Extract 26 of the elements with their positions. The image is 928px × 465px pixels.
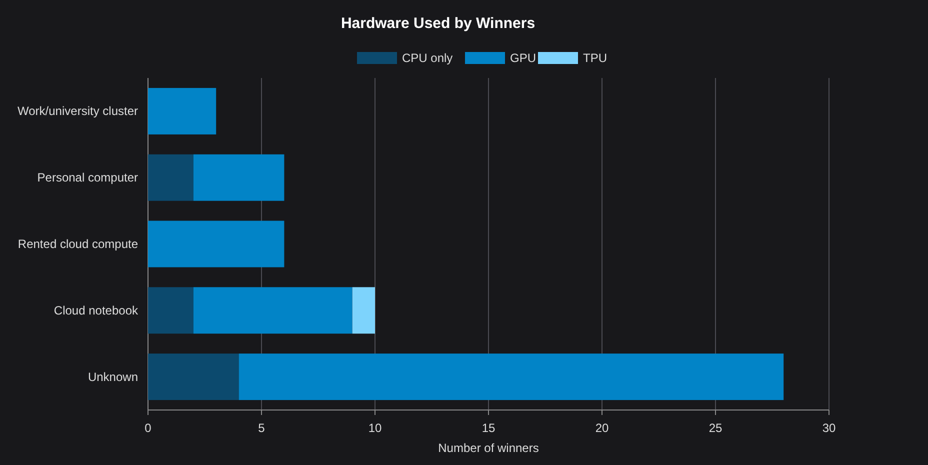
bar <box>148 88 216 134</box>
bar <box>193 287 352 334</box>
x-tick-label: 10 <box>368 421 382 435</box>
bar <box>352 287 375 334</box>
y-tick-label: Personal computer <box>37 170 138 185</box>
bar <box>148 220 284 268</box>
x-tick-label: 30 <box>822 421 836 435</box>
chart-title: Hardware Used by Winners <box>340 15 536 32</box>
legend-label: GPU <box>510 51 536 65</box>
legend-label: TPU <box>583 51 607 65</box>
bar <box>148 354 239 400</box>
y-tick-label: Work/university cluster <box>18 104 138 118</box>
y-tick-label: Unknown <box>88 370 138 384</box>
x-axis-title: Number of winners <box>438 441 539 455</box>
bar <box>238 354 784 400</box>
bar <box>148 154 194 201</box>
x-tick-label: 20 <box>595 421 609 435</box>
y-tick-label: Rented cloud compute <box>18 237 138 251</box>
y-tick-label: Cloud notebook <box>54 303 139 318</box>
x-tick-label: 5 <box>258 421 266 435</box>
x-tick-label: 15 <box>482 421 496 435</box>
legend-label: CPU only <box>402 51 453 65</box>
x-tick-label: 25 <box>708 421 722 435</box>
bar <box>193 154 284 201</box>
x-tick-label: 0 <box>144 421 152 435</box>
bar <box>148 287 194 334</box>
